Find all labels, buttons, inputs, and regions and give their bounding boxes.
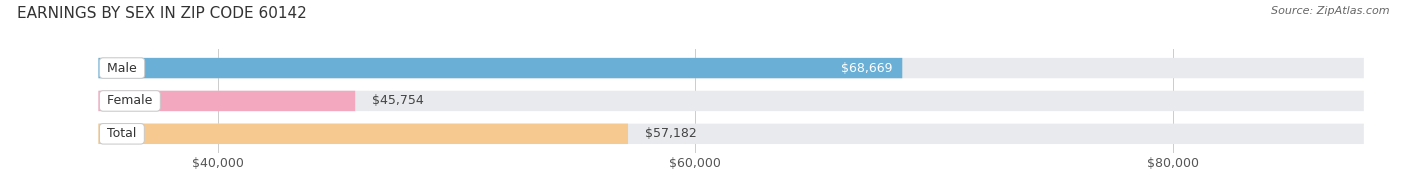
FancyBboxPatch shape (98, 91, 356, 111)
FancyBboxPatch shape (98, 91, 1364, 111)
Text: $45,754: $45,754 (373, 94, 423, 107)
FancyBboxPatch shape (98, 58, 903, 78)
FancyBboxPatch shape (98, 124, 1364, 144)
FancyBboxPatch shape (98, 58, 1364, 78)
FancyBboxPatch shape (98, 124, 628, 144)
Text: Source: ZipAtlas.com: Source: ZipAtlas.com (1271, 6, 1389, 16)
Text: $57,182: $57,182 (645, 127, 696, 140)
Text: EARNINGS BY SEX IN ZIP CODE 60142: EARNINGS BY SEX IN ZIP CODE 60142 (17, 6, 307, 21)
Text: Female: Female (103, 94, 156, 107)
Text: $68,669: $68,669 (841, 62, 893, 74)
Text: Total: Total (103, 127, 141, 140)
Text: Male: Male (103, 62, 141, 74)
